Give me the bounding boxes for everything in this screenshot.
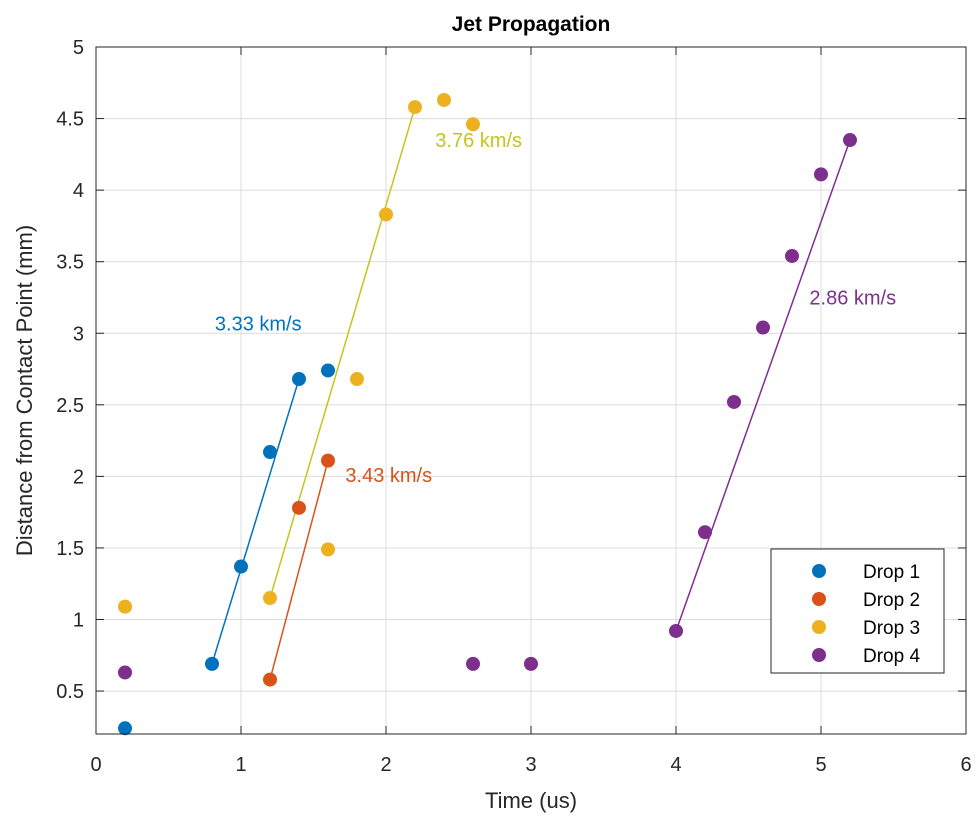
fit-label-drop-1: 3.33 km/s [215, 313, 302, 335]
legend-marker-drop-4 [812, 648, 826, 662]
data-point-drop-4 [843, 133, 857, 148]
fit-line-drop-1 [211, 378, 300, 665]
y-tick-label: 1 [73, 610, 84, 632]
data-point-drop-3 [379, 207, 393, 222]
data-point-drop-3 [321, 542, 335, 557]
data-point-drop-3 [118, 599, 132, 614]
y-tick-label: 3 [73, 323, 84, 345]
data-point-drop-4 [814, 167, 828, 182]
y-axis-label: Distance from Contact Point (mm) [12, 225, 37, 556]
fit-line-drop-2 [269, 460, 329, 680]
data-point-drop-3 [437, 92, 451, 107]
x-tick-label: 5 [815, 754, 826, 776]
data-point-drop-1 [292, 372, 306, 387]
data-point-drop-4 [727, 394, 741, 409]
data-point-drop-4 [756, 320, 770, 335]
legend-label-drop-4: Drop 4 [863, 646, 920, 667]
data-point-drop-3 [408, 100, 422, 115]
y-tick-label: 2 [73, 466, 84, 488]
data-point-drop-4 [669, 623, 683, 638]
data-point-drop-4 [466, 656, 480, 671]
x-tick-label: 0 [90, 754, 101, 776]
y-tick-label: 4.5 [56, 109, 84, 131]
legend-box [770, 548, 945, 674]
legend: Drop 1 Drop 2 Drop 3 Drop 4 [770, 548, 945, 674]
x-tick-label: 1 [235, 754, 246, 776]
legend-label-drop-2: Drop 2 [863, 590, 920, 611]
x-tick-label: 3 [525, 754, 536, 776]
legend-label-drop-1: Drop 1 [863, 562, 920, 583]
fit-lines [211, 106, 851, 680]
data-point-drop-3 [466, 117, 480, 132]
fit-line-drop-3 [269, 106, 416, 599]
data-point-drop-4 [118, 665, 132, 680]
x-axis-label: Time (us) [485, 788, 577, 813]
fit-label-drop-3: 3.76 km/s [435, 130, 522, 152]
fit-labels: 3.33 km/s 3.43 km/s 3.76 km/s 2.86 km/s [215, 130, 896, 487]
data-point-drop-4 [524, 656, 538, 671]
data-point-drop-3 [350, 372, 364, 387]
y-tick-label: 5 [73, 37, 84, 59]
fit-line-drop-4 [675, 139, 851, 632]
data-point-drop-1 [321, 363, 335, 378]
data-points [118, 92, 857, 736]
legend-marker-drop-1 [812, 564, 826, 578]
fit-label-drop-4: 2.86 km/s [809, 288, 896, 310]
data-point-drop-1 [205, 656, 219, 671]
legend-marker-drop-2 [812, 592, 826, 606]
data-point-drop-1 [234, 559, 248, 574]
legend-label-drop-3: Drop 3 [863, 618, 920, 639]
x-tick-label: 6 [960, 754, 971, 776]
data-point-drop-2 [321, 453, 335, 468]
x-tick-label: 4 [670, 754, 681, 776]
y-tick-label: 1.5 [56, 538, 84, 560]
chart-title: Jet Propagation [452, 13, 611, 36]
fit-label-drop-2: 3.43 km/s [345, 465, 432, 487]
y-tick-label: 4 [73, 180, 84, 202]
data-point-drop-1 [118, 721, 132, 736]
y-tick-label: 0.5 [56, 681, 84, 703]
x-tick-label: 2 [380, 754, 391, 776]
axis-ticks: 0 1 2 3 4 5 6 0.5 1 1.5 2 2.5 3 3.5 4 4.5 5 [56, 37, 971, 776]
y-tick-label: 3.5 [56, 252, 84, 274]
data-point-drop-2 [292, 500, 306, 515]
data-point-drop-2 [263, 672, 277, 687]
data-point-drop-3 [263, 591, 277, 606]
legend-marker-drop-3 [812, 620, 826, 634]
data-point-drop-1 [263, 445, 277, 460]
data-point-drop-4 [698, 525, 712, 540]
y-tick-label: 2.5 [56, 395, 84, 417]
data-point-drop-4 [785, 248, 799, 263]
